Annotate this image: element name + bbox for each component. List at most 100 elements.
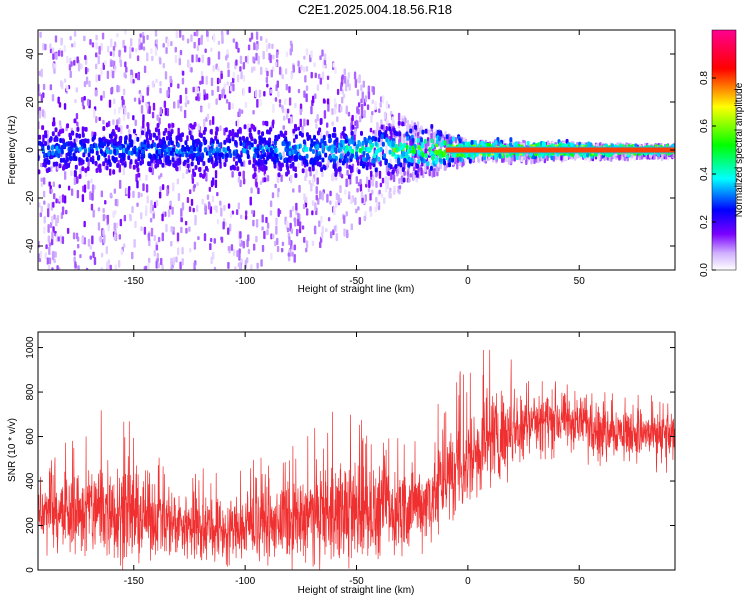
heatmap-cell xyxy=(417,149,421,155)
heatmap-cell xyxy=(269,126,273,132)
heatmap-cell xyxy=(280,174,283,182)
heatmap-cell xyxy=(112,119,115,125)
heatmap-cell xyxy=(58,120,62,126)
heatmap-cell xyxy=(281,107,285,113)
heatmap-cell xyxy=(343,228,346,237)
heatmap-cell xyxy=(341,160,345,166)
heatmap-cell xyxy=(48,257,52,265)
heatmap-cell xyxy=(73,250,76,256)
heatmap-cell xyxy=(349,168,353,174)
heatmap-cell xyxy=(183,146,187,152)
heatmap-cell xyxy=(260,159,264,165)
heatmap-cell xyxy=(286,108,290,114)
heatmap-cell xyxy=(315,123,318,129)
heatmap-cell xyxy=(410,157,414,163)
heatmap-cell xyxy=(61,138,65,144)
heatmap-cell xyxy=(94,160,98,166)
heatmap-cell xyxy=(43,200,46,205)
heatmap-cell xyxy=(407,161,411,167)
heatmap-cell xyxy=(166,90,169,98)
colorbar-label: Normalized spectral amplitude xyxy=(734,82,745,217)
heatmap-cell xyxy=(203,126,207,132)
heatmap-cell xyxy=(42,161,46,167)
heatmap-cell xyxy=(401,118,404,123)
heatmap-cell xyxy=(385,145,388,155)
heatmap-cell xyxy=(119,218,123,227)
heatmap-cell xyxy=(75,132,79,138)
heatmap-cell xyxy=(354,151,358,157)
heatmap-cell xyxy=(426,161,430,167)
x-tick-label: 0 xyxy=(465,576,471,587)
heatmap-cell xyxy=(100,95,103,101)
heatmap-cell xyxy=(74,164,78,170)
heatmap-cell xyxy=(181,70,185,76)
heatmap-cell xyxy=(365,165,369,171)
heatmap-cell xyxy=(51,267,54,270)
heatmap-cell xyxy=(135,73,138,79)
heatmap-cell xyxy=(54,127,58,133)
heatmap-cell xyxy=(391,142,395,148)
heatmap-cell xyxy=(374,129,377,137)
heatmap-cell xyxy=(75,176,79,184)
heatmap-cell xyxy=(123,162,127,168)
heatmap-cell xyxy=(139,33,142,38)
heatmap-cell xyxy=(399,142,403,148)
heatmap-cell xyxy=(356,187,359,193)
heatmap-cell xyxy=(73,256,76,263)
heatmap-cell xyxy=(522,155,526,161)
heatmap-cell xyxy=(243,124,247,130)
heatmap-cell xyxy=(73,170,77,177)
heatmap-cell xyxy=(394,157,398,163)
heatmap-cell xyxy=(472,140,476,146)
heatmap-cell xyxy=(51,150,55,156)
heatmap-cell xyxy=(294,102,297,109)
heatmap-cell xyxy=(87,238,91,247)
heatmap-cell xyxy=(211,177,215,186)
heatmap-cell xyxy=(56,214,60,224)
heatmap-cell xyxy=(345,178,348,188)
heatmap-cell xyxy=(276,245,280,253)
heatmap-cell xyxy=(294,217,297,227)
heatmap-cell xyxy=(252,56,255,63)
heatmap-cell xyxy=(225,99,229,104)
heatmap-cell xyxy=(331,132,335,138)
heatmap-cell xyxy=(195,205,199,212)
spectrogram-frame xyxy=(37,29,676,271)
heatmap-cell xyxy=(397,165,401,170)
heatmap-cell xyxy=(216,219,220,225)
heatmap-cell xyxy=(275,52,279,59)
heatmap-cell xyxy=(81,166,85,172)
heatmap-cell xyxy=(526,140,530,146)
heatmap-cell xyxy=(354,79,358,88)
heatmap-cell xyxy=(178,58,181,66)
heatmap-cell xyxy=(344,138,348,144)
heatmap-cell xyxy=(42,177,46,185)
heatmap-cell xyxy=(140,141,144,147)
heatmap-cell xyxy=(318,161,322,167)
heatmap-cell xyxy=(259,165,263,171)
heatmap-cell xyxy=(363,215,366,222)
heatmap-cell xyxy=(333,225,337,232)
heatmap-cell xyxy=(119,59,123,67)
heatmap-cell xyxy=(251,66,254,73)
heatmap-cell xyxy=(159,186,162,192)
heatmap-cell xyxy=(136,180,139,189)
heatmap-cell xyxy=(188,226,191,232)
heatmap-cell xyxy=(208,186,212,192)
heatmap-cell xyxy=(57,148,61,154)
heatmap-cell xyxy=(339,153,343,159)
heatmap-cell xyxy=(379,160,382,167)
heatmap-cell xyxy=(198,57,201,63)
heatmap-cell xyxy=(177,99,180,109)
heatmap-cell xyxy=(313,135,317,141)
heatmap-cell xyxy=(161,162,165,168)
heatmap-cell xyxy=(200,36,203,45)
heatmap-cell xyxy=(255,31,259,40)
heatmap-cell xyxy=(380,124,384,130)
heatmap-cell xyxy=(102,90,106,99)
heatmap-cell xyxy=(172,230,175,235)
heatmap-cell xyxy=(156,258,159,263)
heatmap-cell xyxy=(313,225,317,235)
heatmap-cell xyxy=(397,157,401,163)
heatmap-cell xyxy=(325,122,329,128)
